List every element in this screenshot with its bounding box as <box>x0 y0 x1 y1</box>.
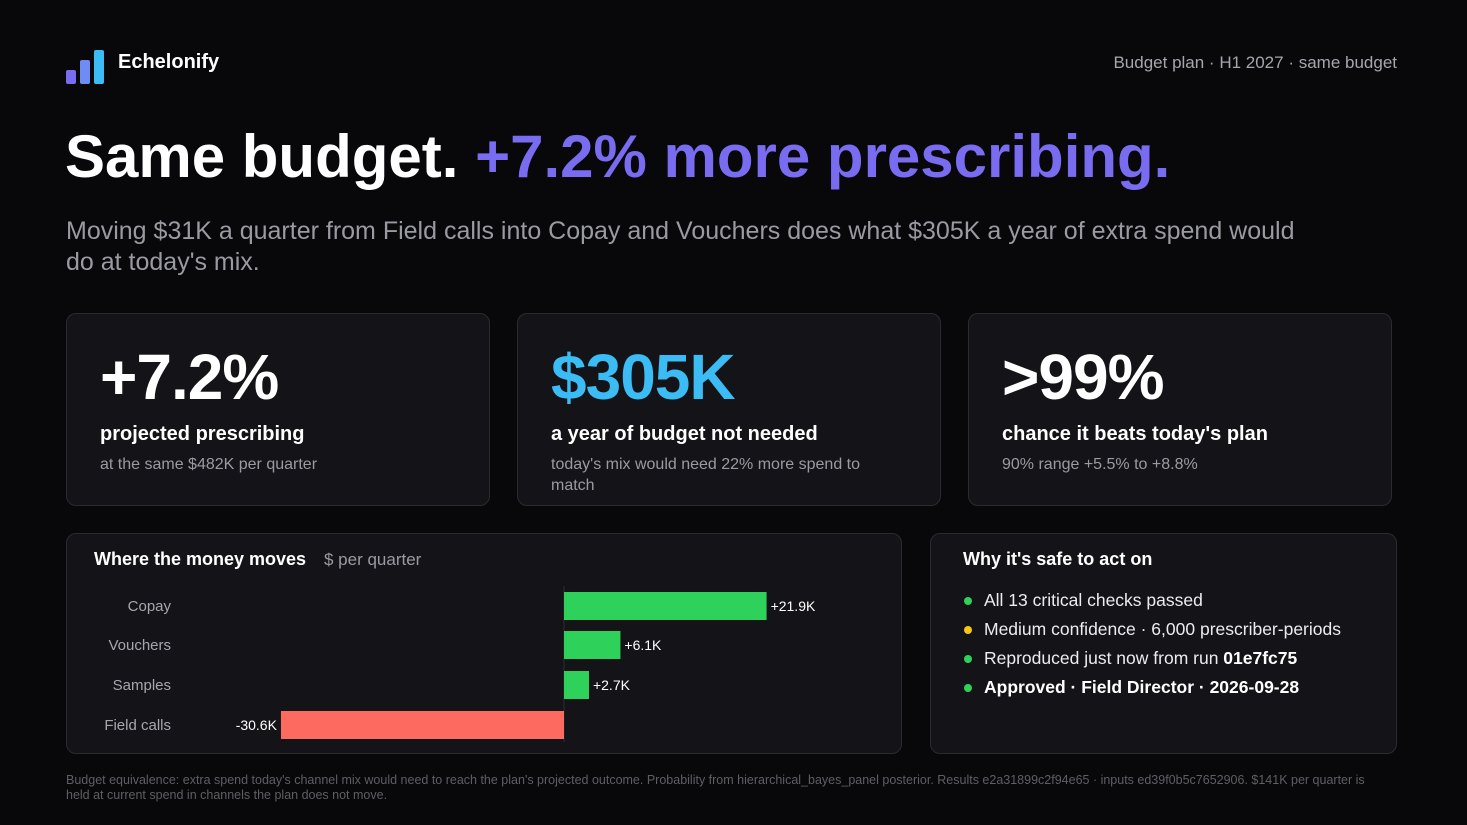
bar <box>564 592 767 620</box>
check-emphasis: 01e7fc75 <box>1223 648 1298 668</box>
check-text: Medium confidence · 6,000 prescriber-per… <box>984 619 1341 639</box>
check-text: Reproduced just now from run <box>984 648 1224 668</box>
logo-bar <box>94 50 104 84</box>
check-item: All 13 critical checks passed <box>963 590 1341 619</box>
money-moves-chart: Copay +21.9K Vouchers +6.1K Samples +2.7K Fiel… <box>104 586 816 742</box>
status-dot-icon <box>964 597 972 605</box>
panel-title: Where the money moves <box>94 549 307 569</box>
check-item: Approved · Field Director · 2026-09-28 <box>963 677 1341 706</box>
bar <box>280 711 564 739</box>
brand-name: Echelonify <box>118 51 220 73</box>
kpi-label: chance it beats today's plan <box>1002 423 1268 445</box>
safety-checklist: All 13 critical checks passed Medium conf… <box>963 590 1341 706</box>
check-emphasis: Approved · Field Director · 2026-09-28 <box>984 677 1300 697</box>
headline-accent: +7.2% more prescribing. <box>475 123 1171 190</box>
headline: Same budget. +7.2% more prescribing. <box>65 122 1170 191</box>
kpi-card-prescribing: +7.2% projected prescribing at the same … <box>66 313 490 506</box>
bar <box>564 671 589 699</box>
kpi-note: at the same $482K per quarter <box>100 456 318 473</box>
status-dot-icon <box>964 684 972 692</box>
money-moves-panel: Copay +21.9K Vouchers +6.1K Samples +2.7K Fiel… <box>66 533 902 754</box>
panel-title: Why it's safe to act on <box>963 549 1153 569</box>
safety-panel: Why it's safe to act on All 13 critical … <box>930 533 1397 754</box>
logo-bar <box>80 60 90 84</box>
kpi-label: a year of budget not needed <box>551 423 818 445</box>
data-label: +2.7K <box>593 677 631 693</box>
logo-bar <box>66 70 76 84</box>
subheadline: Moving $31K a quarter from Field calls i… <box>66 217 1295 276</box>
kpi-label: projected prescribing <box>100 423 305 445</box>
status-dot-icon <box>964 655 972 663</box>
header: Echelonify Budget plan · H1 2027 · same … <box>66 48 1397 84</box>
kpi-note: today's mix would need 22% more spend to… <box>551 456 861 494</box>
kpi-card-probability: >99% chance it beats today's plan 90% ra… <box>968 313 1392 506</box>
panel-unit: $ per quarter <box>324 550 422 569</box>
footnote: Budget equivalence: extra spend today's … <box>66 773 1365 802</box>
kpi-note: 90% range +5.5% to +8.8% <box>1002 456 1198 473</box>
headline-lead: Same budget. <box>65 123 459 190</box>
check-item: Medium confidence · 6,000 prescriber-per… <box>963 619 1341 648</box>
category-label: Samples <box>113 677 171 694</box>
data-label: -30.6K <box>236 717 278 733</box>
kpi-value: >99% <box>1002 341 1164 413</box>
kpi-card-budget: $305K a year of budget not needed today'… <box>517 313 941 506</box>
plan-context: Budget plan · H1 2027 · same budget <box>1113 53 1397 72</box>
category-label: Vouchers <box>108 637 171 654</box>
kpi-value: $305K <box>551 341 736 413</box>
status-dot-icon <box>964 626 972 634</box>
data-label: +21.9K <box>771 598 816 614</box>
category-label: Field calls <box>104 717 171 734</box>
data-label: +6.1K <box>624 637 662 653</box>
check-item: Reproduced just now from run 01e7fc75 <box>963 648 1341 677</box>
bar-chart-logo-icon <box>66 50 106 84</box>
bar <box>564 631 621 659</box>
check-text: All 13 critical checks passed <box>984 590 1203 610</box>
category-label: Copay <box>128 598 172 615</box>
kpi-value: +7.2% <box>100 341 279 413</box>
